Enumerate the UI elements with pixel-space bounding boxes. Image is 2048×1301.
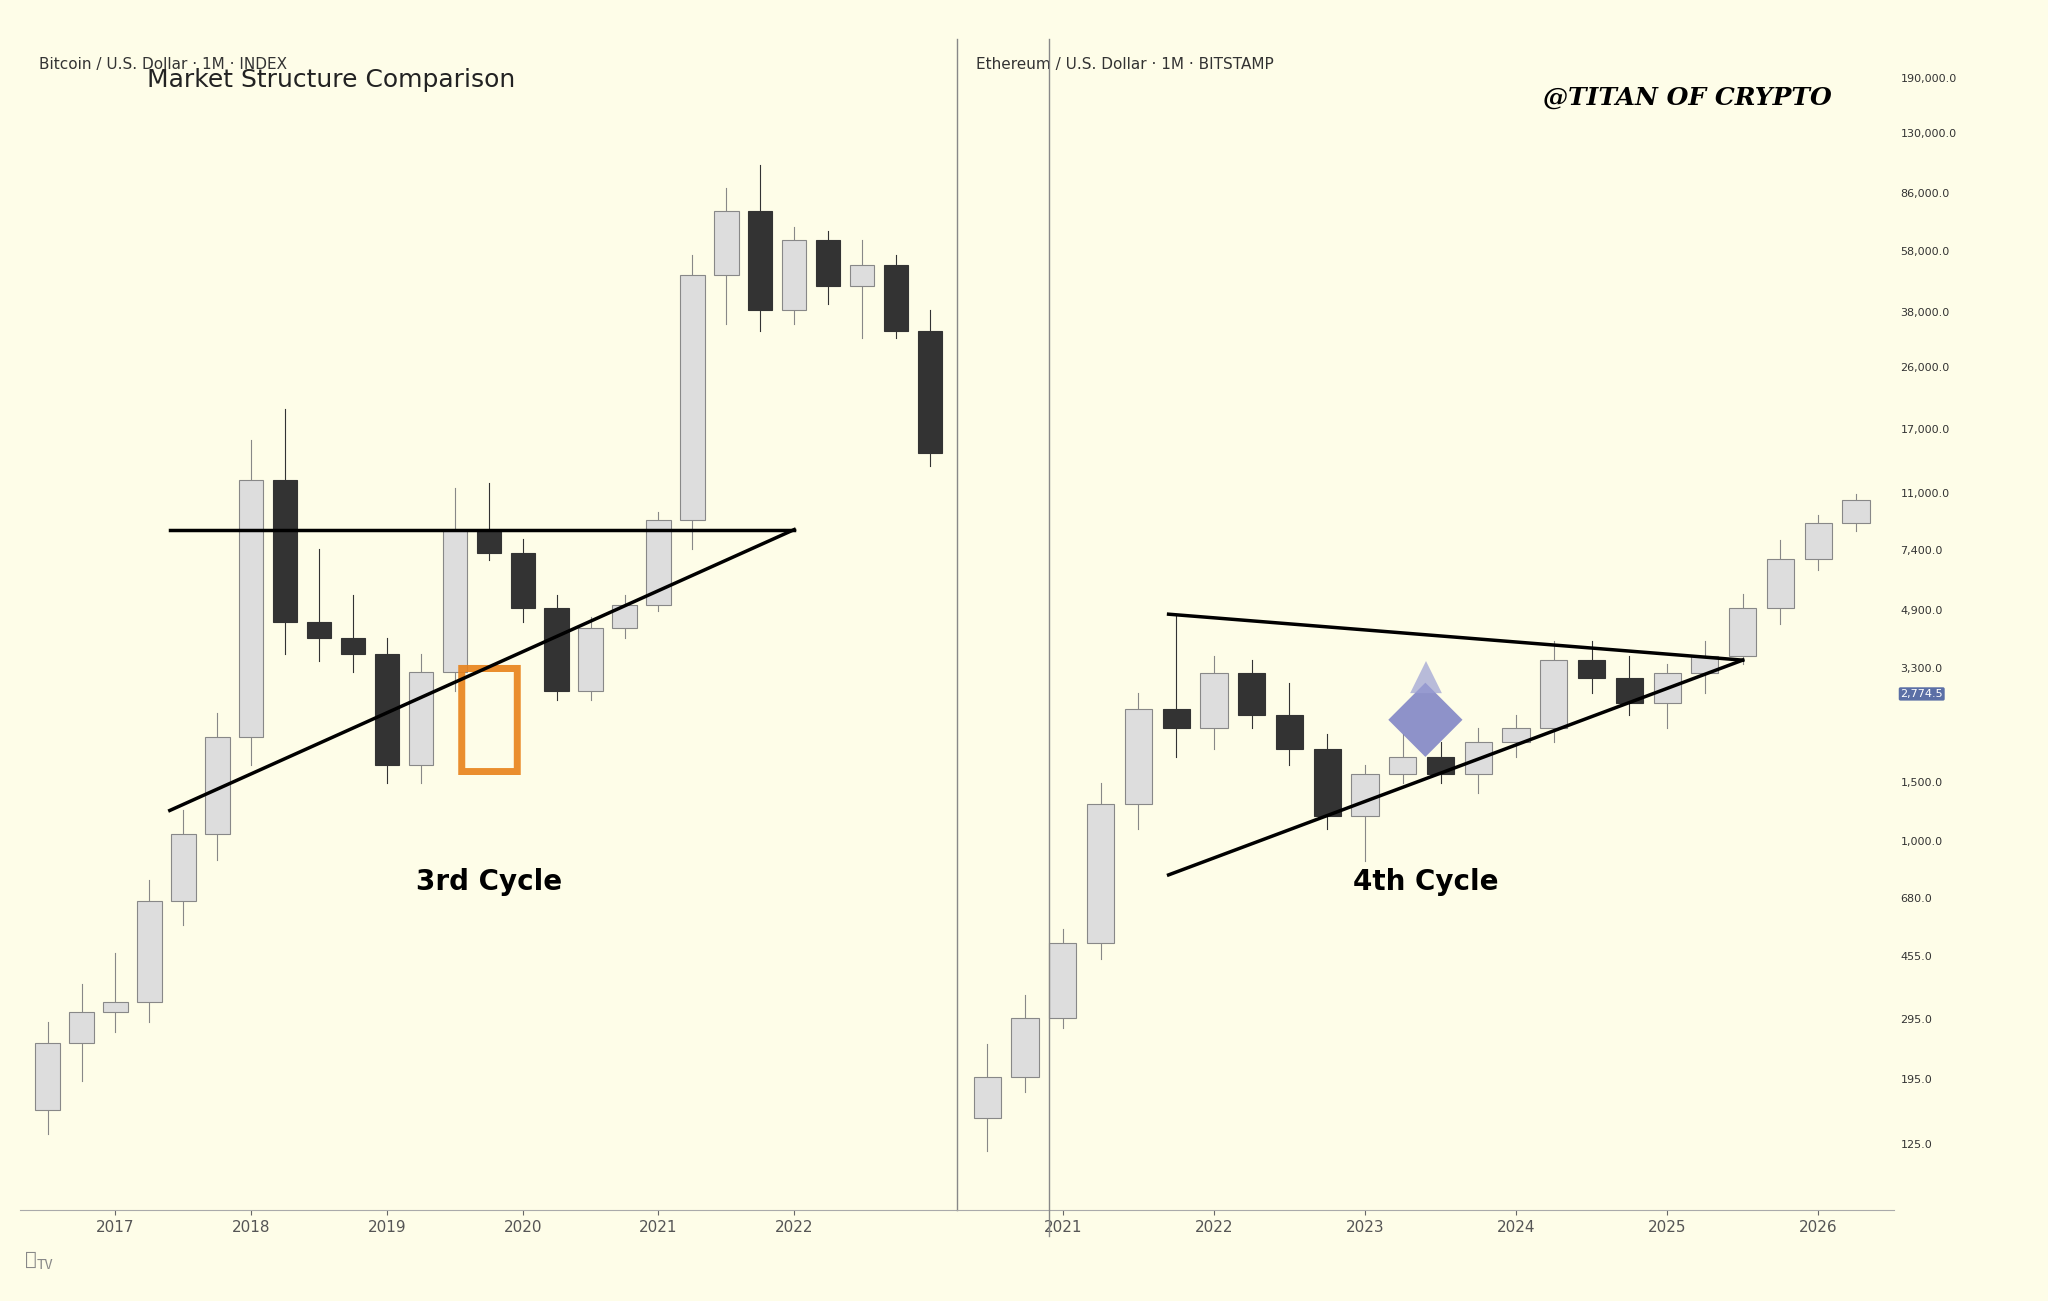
FancyBboxPatch shape xyxy=(340,637,365,654)
Text: ◆: ◆ xyxy=(1389,671,1462,765)
Text: 3rd Cycle: 3rd Cycle xyxy=(416,868,561,896)
Text: 58,000.0: 58,000.0 xyxy=(1901,247,1950,256)
Text: 455.0: 455.0 xyxy=(1901,952,1931,961)
FancyBboxPatch shape xyxy=(578,628,602,691)
Text: 4,900.0: 4,900.0 xyxy=(1901,606,1944,617)
FancyBboxPatch shape xyxy=(1767,559,1794,609)
Text: 295.0: 295.0 xyxy=(1901,1015,1931,1025)
FancyBboxPatch shape xyxy=(1087,804,1114,943)
FancyBboxPatch shape xyxy=(647,520,670,605)
Text: 1,000.0: 1,000.0 xyxy=(1901,838,1944,847)
Polygon shape xyxy=(1169,614,1743,660)
FancyBboxPatch shape xyxy=(973,1077,1001,1119)
Text: 2,774.5: 2,774.5 xyxy=(1901,690,1944,699)
FancyBboxPatch shape xyxy=(205,738,229,834)
FancyBboxPatch shape xyxy=(850,264,874,286)
FancyBboxPatch shape xyxy=(715,211,739,275)
FancyBboxPatch shape xyxy=(375,654,399,765)
FancyBboxPatch shape xyxy=(1124,709,1151,804)
Text: 11,000.0: 11,000.0 xyxy=(1901,488,1950,498)
Text: 17,000.0: 17,000.0 xyxy=(1901,425,1950,435)
FancyBboxPatch shape xyxy=(1692,656,1718,673)
Text: 125.0: 125.0 xyxy=(1901,1140,1931,1150)
FancyBboxPatch shape xyxy=(102,1002,127,1012)
Text: Ethereum / U.S. Dollar · 1M · BITSTAMP: Ethereum / U.S. Dollar · 1M · BITSTAMP xyxy=(975,56,1274,72)
Text: 7,400.0: 7,400.0 xyxy=(1901,546,1944,557)
FancyBboxPatch shape xyxy=(748,211,772,311)
FancyBboxPatch shape xyxy=(70,1012,94,1043)
FancyBboxPatch shape xyxy=(680,275,705,520)
FancyBboxPatch shape xyxy=(545,608,569,691)
FancyBboxPatch shape xyxy=(1200,673,1227,727)
Text: 86,000.0: 86,000.0 xyxy=(1901,190,1950,199)
FancyBboxPatch shape xyxy=(477,530,502,553)
Text: Market Structure Comparison: Market Structure Comparison xyxy=(147,68,516,92)
FancyBboxPatch shape xyxy=(240,480,264,738)
FancyBboxPatch shape xyxy=(1503,727,1530,742)
FancyBboxPatch shape xyxy=(1843,501,1870,523)
FancyBboxPatch shape xyxy=(1616,678,1642,704)
FancyBboxPatch shape xyxy=(885,264,907,330)
FancyBboxPatch shape xyxy=(1276,716,1303,749)
Text: 4th Cycle: 4th Cycle xyxy=(1352,868,1499,896)
Text: 📺: 📺 xyxy=(25,1249,37,1268)
FancyBboxPatch shape xyxy=(1049,943,1077,1017)
FancyBboxPatch shape xyxy=(307,622,332,637)
FancyBboxPatch shape xyxy=(410,671,432,765)
FancyBboxPatch shape xyxy=(35,1043,59,1110)
FancyBboxPatch shape xyxy=(442,530,467,671)
FancyBboxPatch shape xyxy=(1729,609,1757,656)
Text: 26,000.0: 26,000.0 xyxy=(1901,363,1950,373)
Text: ₿: ₿ xyxy=(451,657,526,779)
FancyBboxPatch shape xyxy=(815,241,840,286)
Text: 38,000.0: 38,000.0 xyxy=(1901,308,1950,319)
FancyBboxPatch shape xyxy=(172,834,197,902)
FancyBboxPatch shape xyxy=(1653,673,1681,704)
FancyBboxPatch shape xyxy=(1239,673,1266,716)
FancyBboxPatch shape xyxy=(918,330,942,453)
FancyBboxPatch shape xyxy=(1540,660,1567,727)
FancyBboxPatch shape xyxy=(1352,774,1378,816)
FancyBboxPatch shape xyxy=(782,241,807,311)
Text: TV: TV xyxy=(37,1258,53,1272)
FancyBboxPatch shape xyxy=(1012,1017,1038,1077)
Text: 190,000.0: 190,000.0 xyxy=(1901,74,1956,85)
FancyBboxPatch shape xyxy=(272,480,297,622)
FancyBboxPatch shape xyxy=(1163,709,1190,727)
FancyBboxPatch shape xyxy=(1427,757,1454,774)
FancyBboxPatch shape xyxy=(612,605,637,628)
Text: ▲: ▲ xyxy=(1409,656,1442,699)
Text: 1,500.0: 1,500.0 xyxy=(1901,778,1944,788)
Text: 195.0: 195.0 xyxy=(1901,1076,1931,1085)
Text: 3,300.0: 3,300.0 xyxy=(1901,664,1944,674)
FancyBboxPatch shape xyxy=(137,902,162,1002)
Text: 680.0: 680.0 xyxy=(1901,894,1931,903)
FancyBboxPatch shape xyxy=(1389,757,1417,774)
FancyBboxPatch shape xyxy=(1804,523,1831,559)
FancyBboxPatch shape xyxy=(1464,742,1491,774)
FancyBboxPatch shape xyxy=(1313,749,1341,816)
Text: @TITAN OF CRYPTO: @TITAN OF CRYPTO xyxy=(1544,86,1833,109)
FancyBboxPatch shape xyxy=(1579,660,1606,678)
FancyBboxPatch shape xyxy=(510,553,535,608)
Text: Bitcoin / U.S. Dollar · 1M · INDEX: Bitcoin / U.S. Dollar · 1M · INDEX xyxy=(39,56,287,72)
Text: 130,000.0: 130,000.0 xyxy=(1901,129,1956,139)
